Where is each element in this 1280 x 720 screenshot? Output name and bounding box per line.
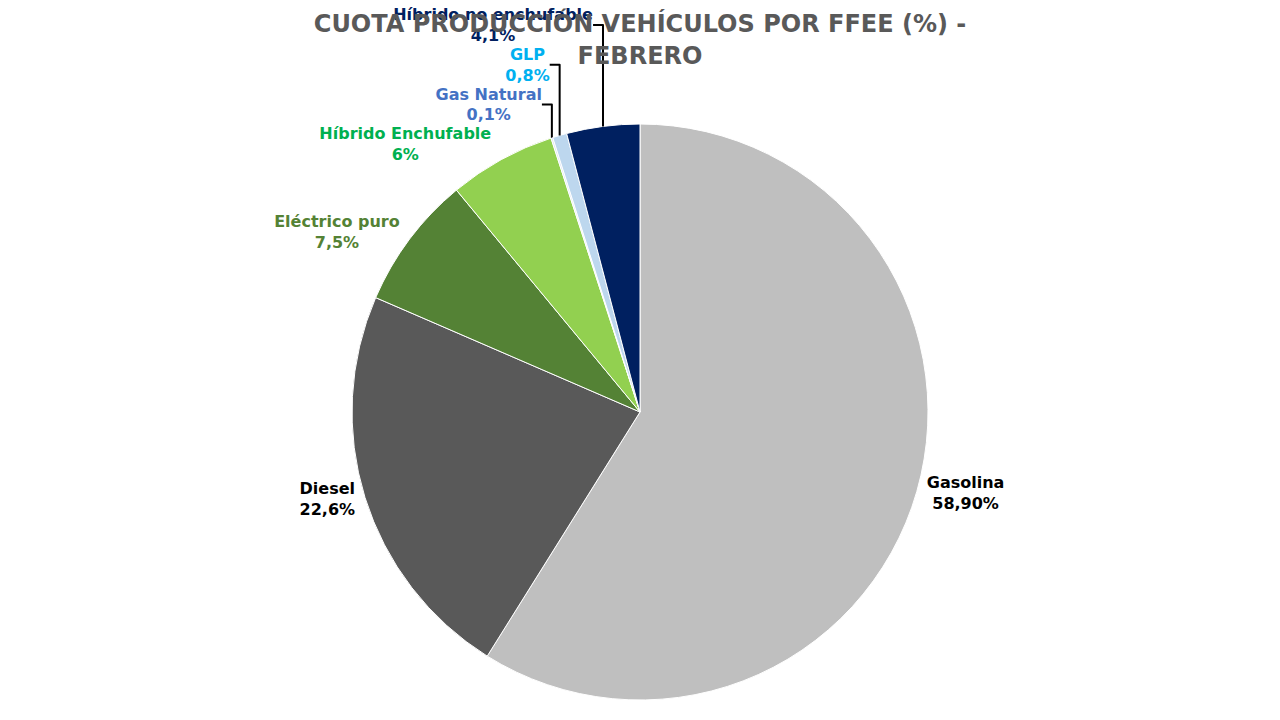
svg-text:GLP0,8%: GLP0,8% <box>505 45 549 85</box>
svg-text:Gas Natural0,1%: Gas Natural0,1% <box>435 85 541 125</box>
svg-text:CUOTA PRODUCCIÓN VEHÍCULOS POR: CUOTA PRODUCCIÓN VEHÍCULOS POR FFEE (%) … <box>314 8 966 69</box>
svg-text:Híbrido no enchufable4,1%: Híbrido no enchufable4,1% <box>393 5 593 45</box>
svg-text:Eléctrico puro7,5%: Eléctrico puro7,5% <box>274 212 400 252</box>
svg-text:Diesel22,6%: Diesel22,6% <box>300 479 356 519</box>
svg-text:Gasolina58,90%: Gasolina58,90% <box>927 473 1005 513</box>
svg-text:Híbrido Enchufable6%: Híbrido Enchufable6% <box>319 124 491 164</box>
